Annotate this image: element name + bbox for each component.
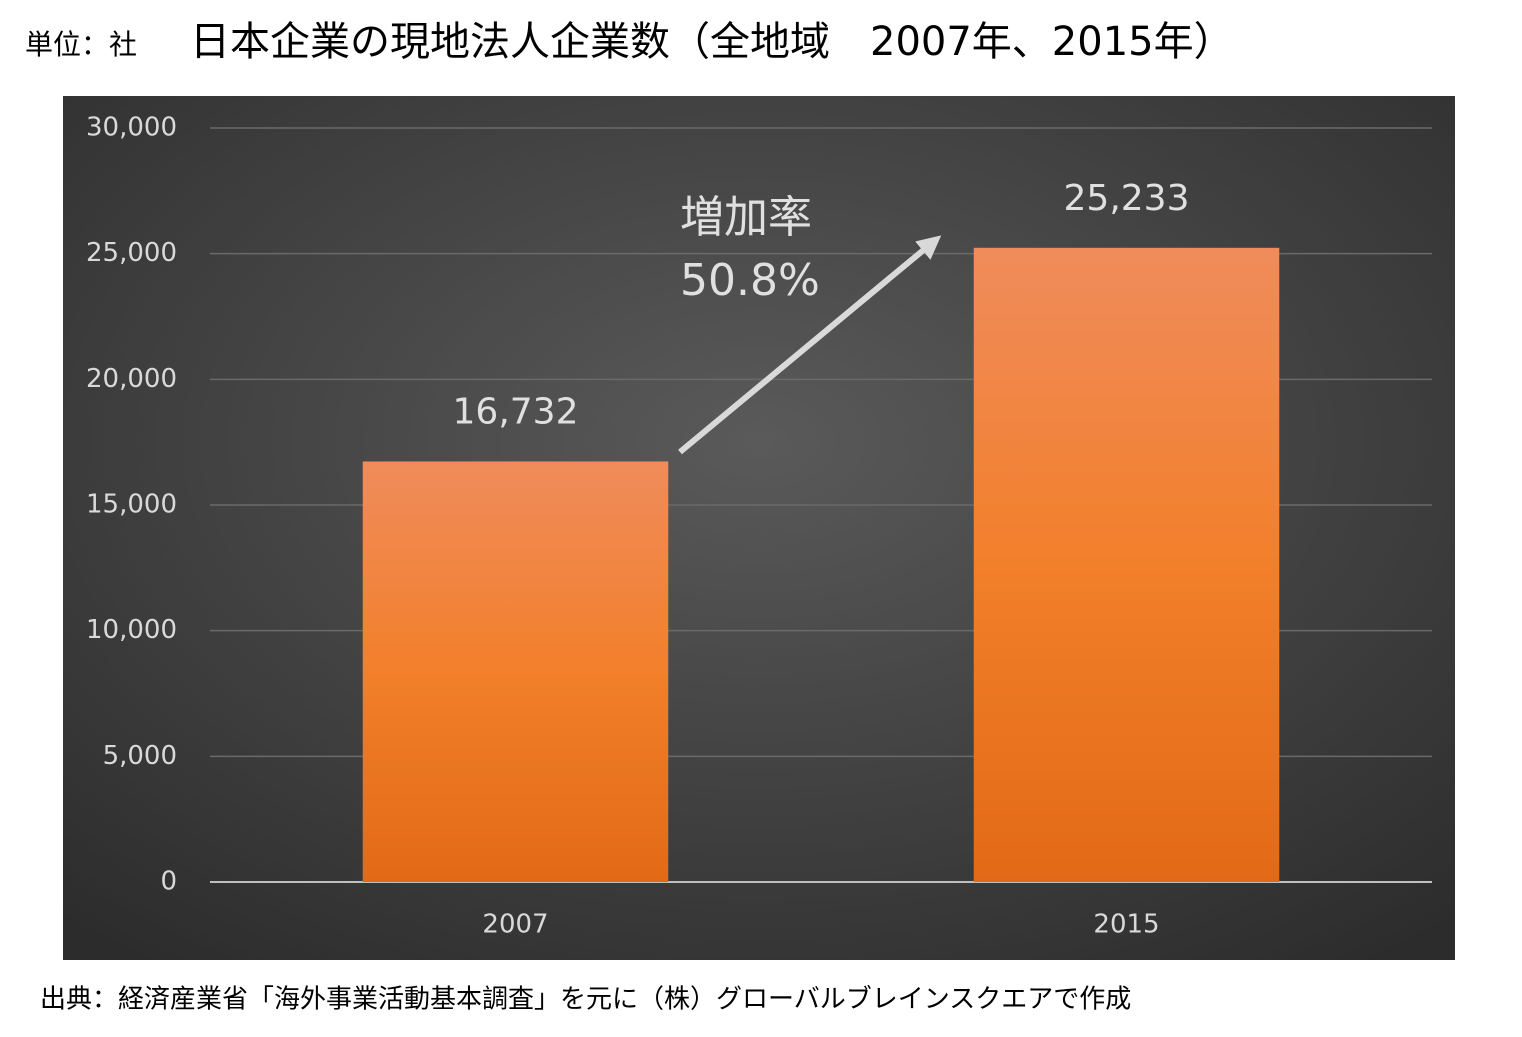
- y-tick-label: 15,000: [86, 490, 177, 520]
- bar: [362, 461, 669, 882]
- x-tick-label: 2007: [482, 910, 548, 940]
- source-note: 出典：経済産業省「海外事業活動基本調査」を元に（株）グローバルブレインスクエアで…: [40, 985, 1131, 1015]
- unit-label: 単位：社: [25, 28, 137, 61]
- arrow: [678, 235, 942, 455]
- chart-title: 日本企業の現地法人企業数（全地域 2007年、2015年）: [190, 19, 1234, 65]
- y-tick-label: 5,000: [103, 741, 177, 771]
- annotation: 増加率: [680, 192, 812, 243]
- value-label: 16,732: [453, 391, 579, 432]
- value-label: 25,233: [1064, 178, 1190, 219]
- y-tick-label: 20,000: [86, 364, 177, 394]
- y-tick-label: 0: [160, 867, 177, 897]
- x-tick-label: 2015: [1093, 910, 1159, 940]
- bar: [973, 247, 1280, 882]
- y-tick-label: 30,000: [86, 113, 177, 143]
- y-tick-label: 10,000: [86, 615, 177, 645]
- y-tick-label: 25,000: [86, 238, 177, 268]
- annotation: 50.8%: [680, 255, 820, 306]
